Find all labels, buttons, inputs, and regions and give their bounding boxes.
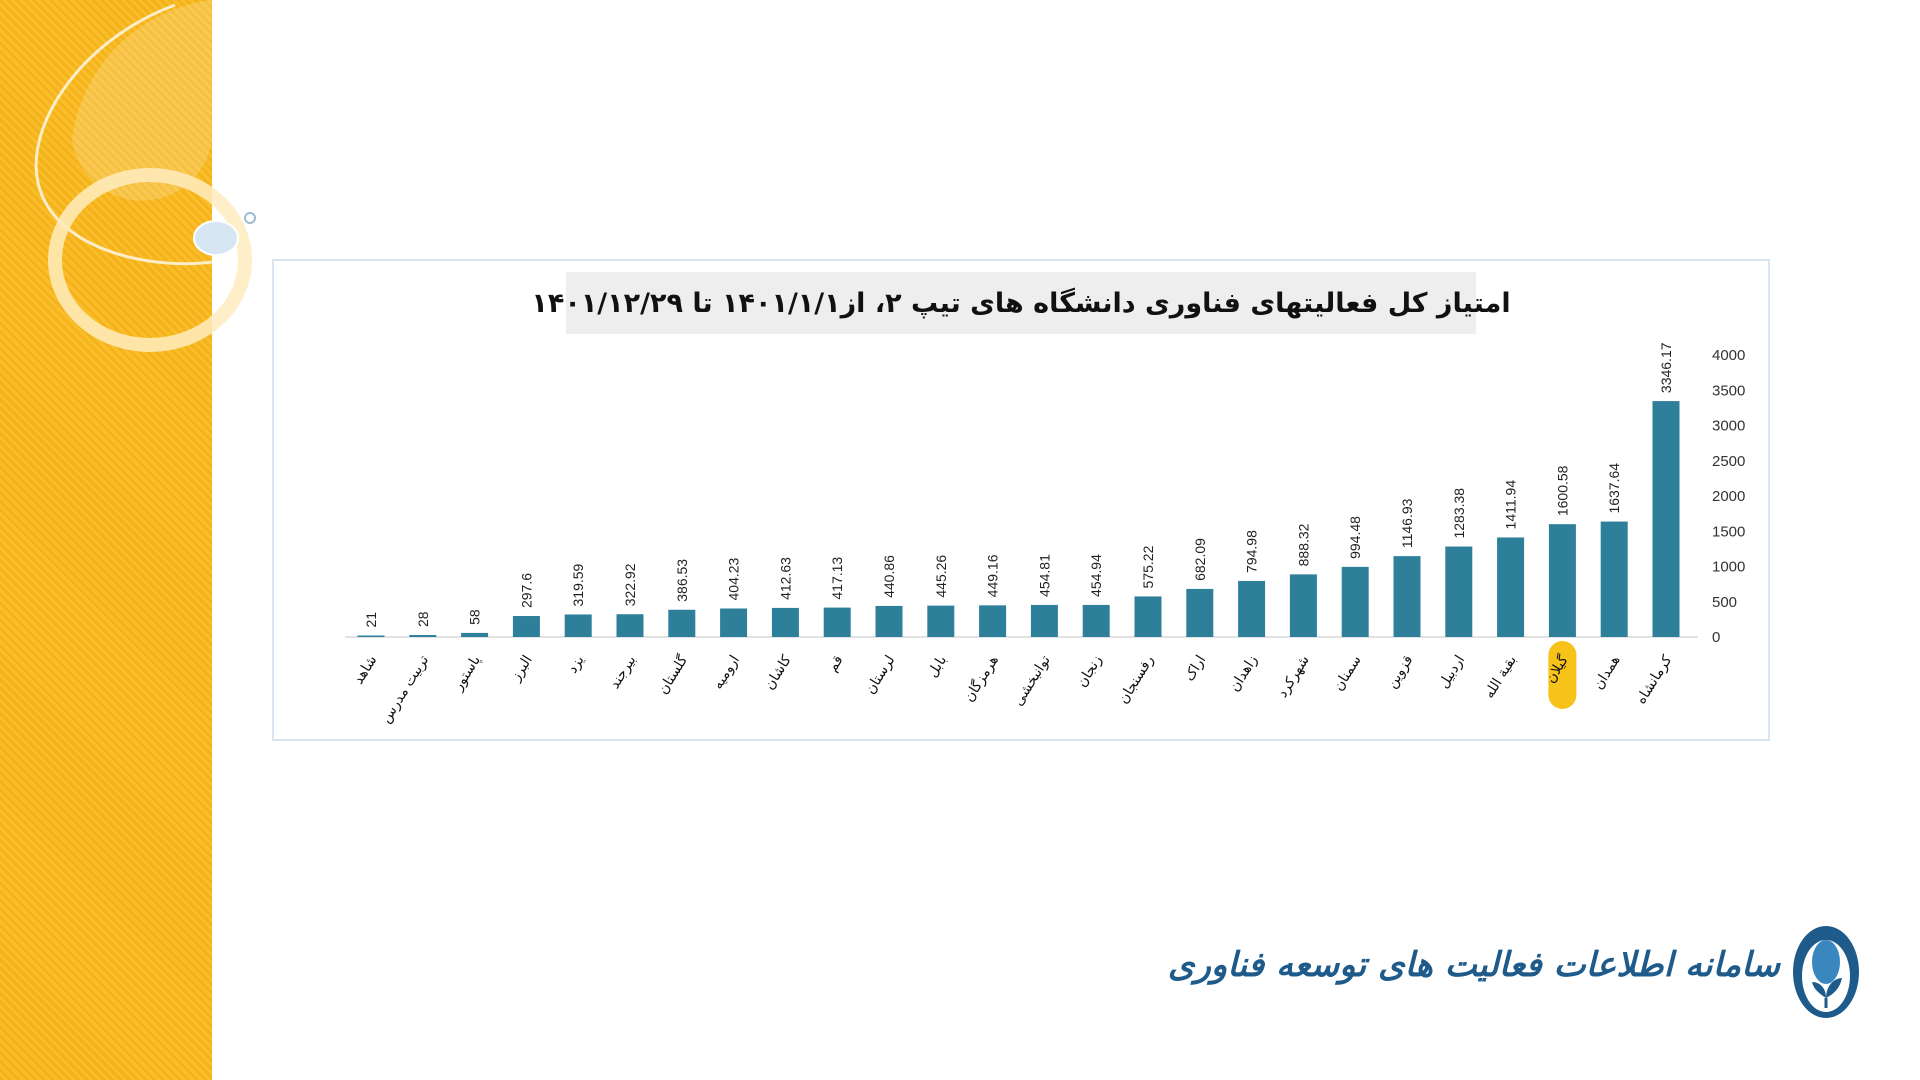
category-label: گلستان [654, 652, 691, 697]
bar-value-label: 440.86 [881, 555, 897, 598]
y-tick-label: 3500 [1712, 382, 1745, 399]
bar-value-label: 58 [467, 609, 483, 625]
category-label: شاهد [351, 653, 381, 688]
y-tick-label: 2500 [1712, 453, 1745, 470]
bar [720, 608, 748, 637]
bar [1600, 521, 1628, 637]
bar [979, 605, 1007, 637]
category-label: همدان [1590, 653, 1623, 693]
highlight-marker [1548, 641, 1577, 709]
category-label: بیرجند [607, 653, 640, 692]
category-label: ارومیه [710, 653, 743, 693]
y-tick-label: 0 [1712, 629, 1720, 646]
category-label: قم [825, 653, 847, 675]
bar [1030, 604, 1058, 637]
bar [1393, 556, 1421, 637]
bar-value-label: 21 [363, 612, 379, 628]
category-label: رفسنجان [1115, 653, 1157, 707]
chart-title-box: امتیاز کل فعالیتهای فناوری دانشگاه های ت… [531, 272, 1511, 334]
bar-value-label: 888.32 [1295, 523, 1311, 566]
bar-value-label: 404.23 [726, 557, 742, 600]
bar [1497, 537, 1525, 637]
bar-value-label: 322.92 [622, 563, 638, 606]
bar [409, 635, 437, 637]
category-label: قزوین [1384, 653, 1417, 692]
y-tick-label: 2000 [1712, 488, 1745, 505]
bar-value-label: 449.16 [985, 554, 1001, 597]
category-label: پاستور [450, 653, 484, 695]
category-label: کرمانشاه [1633, 652, 1675, 707]
brand-emblem-icon [1793, 926, 1859, 1018]
bar [1652, 401, 1680, 637]
y-tick-label: 4000 [1712, 347, 1745, 364]
bar [357, 635, 385, 637]
bar [1548, 524, 1576, 637]
bar [1134, 596, 1162, 637]
bar-value-label: 575.22 [1140, 545, 1156, 588]
y-tick-label: 500 [1712, 594, 1737, 611]
bar [1238, 580, 1266, 637]
bar-value-label: 1600.58 [1554, 465, 1570, 516]
bar [1289, 574, 1317, 637]
bar [461, 632, 489, 637]
bar-value-label: 994.48 [1347, 516, 1363, 559]
category-label: تربیت مدرس [378, 653, 432, 727]
bar-value-label: 454.94 [1088, 554, 1104, 597]
bar-value-label: 3346.17 [1658, 342, 1674, 393]
category-label: البرز [507, 653, 535, 685]
bar [1341, 566, 1369, 637]
category-label: شهرکرد [1275, 653, 1313, 701]
bar-value-label: 1411.94 [1503, 480, 1519, 530]
bar [1082, 604, 1110, 637]
bar-value-label: 319.59 [570, 563, 586, 606]
bar [771, 607, 799, 637]
brand-logo-text: سامانه اطلاعات فعالیت های توسعه فناوری [1167, 945, 1780, 985]
chart-title: امتیاز کل فعالیتهای فناوری دانشگاه های ت… [531, 287, 1511, 319]
category-label: کاشان [762, 652, 795, 692]
bar-value-label: 28 [415, 611, 431, 627]
bar-value-label: 682.09 [1192, 538, 1208, 581]
bar-value-label: 794.98 [1244, 530, 1260, 573]
bar [875, 605, 903, 637]
bar-value-label: 454.81 [1036, 554, 1052, 597]
category-label: سمنان [1331, 653, 1365, 694]
category-label: بابل [925, 653, 951, 681]
chart-frame [272, 259, 1770, 741]
category-label: توانبخشی [1010, 653, 1053, 709]
bar [564, 614, 592, 637]
bar [616, 614, 644, 637]
bar-value-label: 297.6 [518, 573, 534, 608]
category-label: لرستان [862, 653, 898, 698]
bar [1186, 588, 1214, 637]
bar-value-label: 1146.93 [1399, 498, 1415, 548]
bar-value-label: 386.53 [674, 559, 690, 602]
category-label: اراک [1181, 653, 1209, 684]
bar-value-label: 417.13 [829, 557, 845, 600]
category-label: زنجان [1074, 653, 1106, 691]
y-tick-label: 3000 [1712, 418, 1745, 435]
category-label: یزد [565, 653, 588, 677]
y-tick-label: 1500 [1712, 523, 1745, 540]
y-tick-label: 1000 [1712, 559, 1745, 576]
category-label: هرمزگان [960, 652, 1002, 705]
category-label: اردبیل [1436, 653, 1468, 692]
bar-value-label: 1637.64 [1606, 463, 1622, 514]
bar-value-label: 412.63 [777, 557, 793, 600]
bar [668, 609, 696, 637]
bar-value-label: 445.26 [933, 555, 949, 598]
category-label: زاهدان [1226, 653, 1261, 695]
bar-value-label: 1283.38 [1451, 488, 1467, 539]
bar [512, 616, 540, 637]
category-label: بقیة الله [1481, 653, 1520, 702]
bar [823, 607, 851, 637]
bar [927, 605, 955, 637]
bar [1445, 546, 1473, 637]
